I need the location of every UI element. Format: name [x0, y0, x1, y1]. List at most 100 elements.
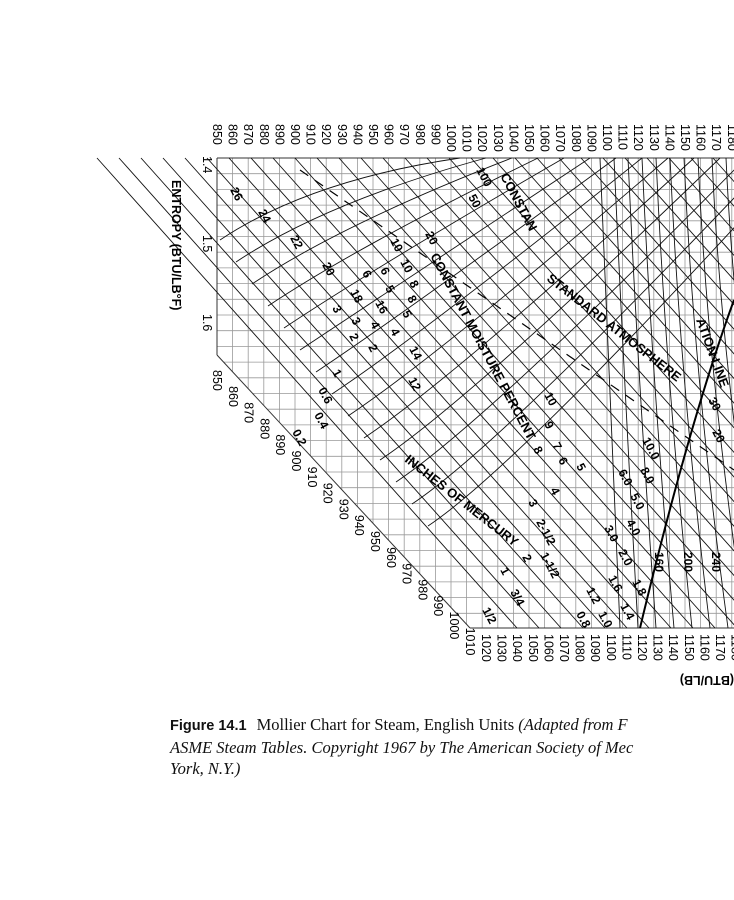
- enthalpy-top-tick: 1120: [631, 124, 645, 151]
- enthalpy-top-tick: 1060: [538, 124, 552, 152]
- enthalpy-top-tick: 1110: [616, 124, 630, 150]
- moisture-value: 18: [347, 287, 366, 306]
- constant-pressure-line: [228, 157, 650, 629]
- enthalpy-top-tick: 1170: [709, 124, 723, 151]
- psia-value: 8.0: [637, 465, 657, 487]
- entropy-axis-label: ENTROPY (BTU/LB°F): [169, 180, 183, 310]
- pressure-value: 50: [465, 192, 484, 211]
- enthalpy-bottom-tick: 1150: [682, 634, 696, 661]
- mercury-value: 2-1/2: [533, 517, 558, 548]
- constant-moisture-curve: [331, 157, 643, 395]
- mercury-value: 1: [497, 565, 513, 578]
- enthalpy-top-tick: 1080: [569, 124, 583, 152]
- constant-pressure-line: [514, 157, 734, 404]
- mercury-value: 4: [547, 485, 563, 498]
- enthalpy-top-tick: 960: [382, 124, 396, 145]
- constant-temperature-curve: [641, 157, 675, 629]
- constant-moisture-curve: [235, 157, 487, 263]
- constant-pressure-line: [184, 157, 606, 629]
- chart-grid: [216, 157, 734, 629]
- figure-source-line2: ASME Steam Tables. Copyright 1967 by The…: [170, 738, 634, 757]
- constant-pressure-line: [646, 157, 734, 257]
- constant-moisture-curve: [427, 227, 734, 527]
- mercury-value: 2: [519, 552, 535, 565]
- enthalpy-top-tick: 990: [428, 124, 442, 145]
- constant-pressure-line: [96, 157, 518, 629]
- saturation-line: [639, 299, 734, 629]
- enthalpy-top-tick: 1140: [662, 124, 676, 151]
- enthalpy-top-tick: 930: [335, 124, 349, 145]
- constant-temperature-curve: [655, 157, 693, 629]
- constant-pressure-line: [250, 157, 672, 629]
- figure-title: Mollier Chart for Steam, English Units: [256, 715, 515, 734]
- enthalpy-bottom-tick: 1080: [573, 634, 587, 662]
- enthalpy-top-tick: 1180: [725, 124, 734, 151]
- temperature-value: 160: [652, 552, 666, 572]
- pressure-value: 5: [399, 308, 415, 321]
- constant-temperature-curve: [711, 157, 734, 425]
- enthalpy-top-tick: 860: [226, 124, 240, 145]
- enthalpy-top-tick: 1040: [506, 124, 520, 152]
- enthalpy-top-tick: 880: [257, 124, 271, 145]
- enthalpy-diagonal-tick: 880: [257, 418, 271, 439]
- constant-pressure-line: [162, 157, 584, 629]
- entropy-tick: 1.4: [200, 156, 214, 173]
- enthalpy-top-tick: 1100: [600, 124, 614, 151]
- figure-caption: Figure 14.1 Mollier Chart for Steam, Engl…: [170, 714, 734, 779]
- enthalpy-top-tick: 850: [210, 124, 224, 145]
- enthalpy-bottom-tick: 1110: [619, 634, 633, 660]
- moisture-value: 26: [227, 185, 246, 204]
- chart-curves: [96, 157, 734, 629]
- chart-border: [216, 354, 471, 629]
- temperature-value: 20: [709, 427, 728, 446]
- constant-pressure-line: [206, 157, 628, 629]
- psia-value: 3.0: [601, 523, 621, 545]
- figure-source-line3: York, N.Y.): [170, 759, 241, 778]
- moisture-value: 2: [346, 331, 362, 344]
- enthalpy-diagonal-tick: 910: [305, 467, 319, 488]
- constant-pressure-line: [140, 157, 562, 629]
- enthalpy-diagonal-tick: 1000: [447, 612, 461, 640]
- tick-labels: ENTROPY (BTU/LB°F) (BTU/LB) 850 860 870 880…: [169, 124, 734, 687]
- enthalpy-top-tick: 1010: [460, 124, 474, 152]
- enthalpy-bottom-tick: 1100: [604, 634, 618, 661]
- curve-labels: CONSTANT MOISTURE PERCENTCONSTANSTANDARD…: [227, 165, 732, 631]
- constant-pressure-line: [448, 157, 734, 478]
- mercury-value: 7: [549, 440, 565, 453]
- constant-temperature-curve: [627, 157, 657, 629]
- enthalpy-top-tick: 1150: [678, 124, 692, 151]
- pressure-value: 0.4: [311, 410, 331, 432]
- enthalpy-diagonal-tick: 920: [321, 483, 335, 504]
- constant-pressure-line: [404, 157, 734, 527]
- enthalpy-diagonal-tick: 870: [242, 402, 256, 423]
- constant-temperature-curve: [599, 157, 621, 629]
- mercury-value: 10: [541, 390, 560, 409]
- psia-value: 1.2: [583, 585, 603, 607]
- enthalpy-diagonal-tick: 930: [336, 499, 350, 520]
- constant-pressure-line: [338, 157, 734, 601]
- enthalpy-top-tick: 1160: [694, 124, 708, 151]
- constant-moisture-curve: [347, 157, 669, 417]
- enthalpy-diagonal-tick: 850: [210, 370, 224, 391]
- enthalpy-diagonal-tick: 960: [384, 547, 398, 568]
- constant-temperature-curve: [725, 157, 734, 285]
- mercury-value: 6: [555, 455, 571, 468]
- enthalpy-bottom-tick: 1070: [557, 634, 571, 662]
- figure-source: (Adapted from F: [518, 715, 628, 734]
- enthalpy-top-tick: 910: [304, 124, 318, 145]
- enthalpy-bottom-tick: 1050: [526, 634, 540, 662]
- constant-moisture-curve: [315, 157, 617, 373]
- enthalpy-diagonal-tick: 950: [368, 531, 382, 552]
- constant-moisture-curve: [219, 157, 461, 241]
- enthalpy-top-tick: 1030: [491, 124, 505, 152]
- enthalpy-diagonal-tick: 940: [352, 515, 366, 536]
- psia-value: 1.4: [617, 601, 637, 623]
- constant-moisture-curve: [363, 157, 695, 439]
- enthalpy-bottom-tick: 1060: [541, 634, 555, 662]
- enthalpy-diagonal-tick: 980: [415, 579, 429, 600]
- constant-pressure-line: [580, 157, 734, 330]
- enthalpy-top-tick: 900: [288, 124, 302, 145]
- constant-moisture-curve: [251, 157, 513, 285]
- moisture-value: 22: [287, 233, 306, 252]
- enthalpy-top-tick: 890: [272, 124, 286, 145]
